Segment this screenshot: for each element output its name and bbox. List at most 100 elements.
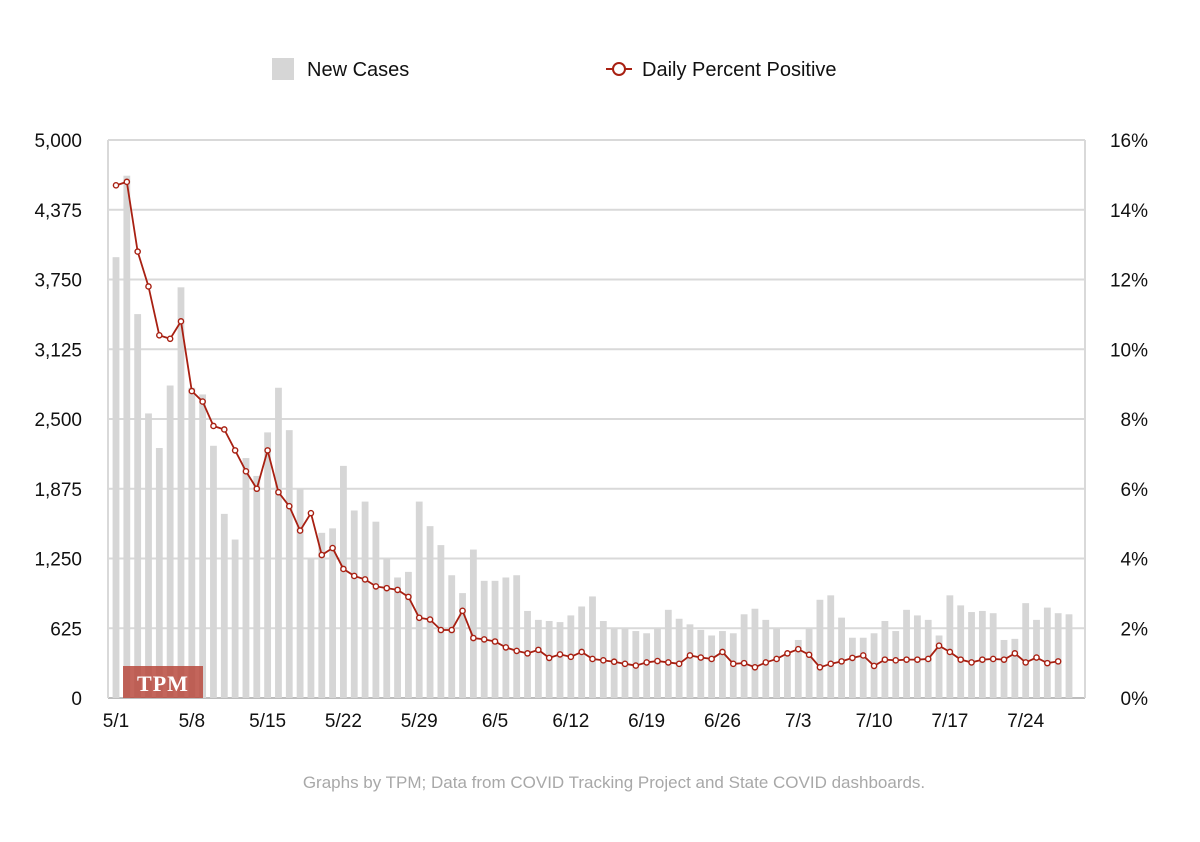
- line-point: [524, 650, 531, 657]
- line-point: [762, 659, 770, 666]
- line-point: [1011, 650, 1019, 657]
- left-tick-label: 5,000: [34, 131, 82, 152]
- line-point: [535, 646, 542, 654]
- bar-new-cases: [838, 617, 845, 698]
- source-note: Graphs by TPM; Data from COVID Tracking …: [303, 773, 925, 792]
- x-tick-label: 5/1: [103, 711, 129, 732]
- line-point: [827, 660, 835, 668]
- bar-new-cases: [892, 631, 900, 698]
- bar-new-cases: [307, 558, 315, 698]
- line-point: [881, 656, 889, 663]
- line-point: [112, 182, 120, 189]
- x-tick-label: 6/19: [628, 711, 665, 732]
- bar-new-cases: [1065, 614, 1073, 698]
- line-point: [350, 572, 358, 580]
- bar-new-cases: [502, 577, 510, 698]
- bar-new-cases: [155, 448, 163, 698]
- bar-new-cases: [145, 413, 152, 698]
- right-tick-label: 12%: [1110, 271, 1148, 292]
- bar-new-cases: [978, 610, 986, 698]
- bar-new-cases: [513, 575, 521, 698]
- line-point: [600, 657, 607, 664]
- line-point: [686, 652, 694, 659]
- line-point: [870, 662, 878, 670]
- bar-new-cases: [957, 605, 965, 698]
- line-point: [491, 638, 499, 645]
- line-point: [372, 583, 380, 590]
- bar-new-cases: [903, 609, 910, 698]
- bar-new-cases: [859, 637, 867, 698]
- line-point: [188, 387, 196, 395]
- line-point: [545, 654, 553, 662]
- x-tick-label: 6/12: [552, 711, 589, 732]
- watermark-text: TPM: [137, 671, 189, 696]
- right-tick-label: 14%: [1110, 201, 1148, 222]
- line-point: [264, 447, 271, 454]
- right-tick-label: 10%: [1110, 340, 1148, 361]
- bar-new-cases: [329, 528, 336, 698]
- bar-new-cases: [210, 445, 217, 698]
- line-point: [253, 485, 261, 493]
- x-tick-label: 7/10: [856, 711, 893, 732]
- line-point: [708, 655, 715, 663]
- bar-new-cases: [751, 608, 759, 698]
- bar-new-cases: [372, 521, 380, 698]
- left-tick-label: 2,500: [34, 410, 82, 431]
- bar-new-cases: [134, 314, 142, 698]
- line-point: [405, 593, 412, 601]
- line-point: [318, 551, 326, 559]
- line-point: [1054, 658, 1062, 665]
- line-point: [242, 468, 250, 475]
- bar-new-cases: [589, 596, 596, 698]
- line-point: [448, 626, 456, 634]
- line-point: [740, 659, 748, 667]
- line-point: [220, 426, 228, 433]
- line-point: [210, 422, 217, 430]
- bar-new-cases: [534, 619, 542, 698]
- bar-new-cases: [404, 571, 412, 698]
- line-point: [231, 447, 239, 454]
- line-point: [957, 656, 965, 663]
- x-tick-label: 6/5: [482, 711, 508, 732]
- line-point: [654, 657, 661, 665]
- bar-new-cases: [708, 635, 716, 698]
- bar-new-cases: [415, 501, 423, 698]
- line-point: [989, 655, 997, 663]
- bar-new-cases: [242, 458, 250, 698]
- line-point: [275, 488, 282, 496]
- bar-new-cases: [459, 593, 466, 698]
- line-point: [199, 398, 206, 405]
- bar-new-cases: [740, 614, 748, 698]
- line-path: [115, 180, 1059, 669]
- x-tick-label: 7/17: [931, 711, 968, 732]
- right-tick-label: 2%: [1121, 619, 1149, 640]
- line-point: [924, 655, 932, 663]
- bar-new-cases: [437, 545, 445, 698]
- bar-new-cases: [296, 489, 304, 698]
- bar-new-cases: [816, 599, 824, 698]
- line-point: [838, 658, 845, 665]
- bar-new-cases: [318, 532, 326, 698]
- bar-new-cases: [805, 628, 813, 698]
- x-tick-label: 7/3: [785, 711, 811, 732]
- line-point: [502, 644, 510, 651]
- line-point: [296, 527, 304, 534]
- left-tick-label: 0: [71, 689, 82, 710]
- line-point: [859, 652, 867, 659]
- line-point: [426, 616, 434, 623]
- bar-new-cases: [989, 613, 997, 698]
- line-point: [751, 664, 759, 671]
- bar-new-cases: [112, 257, 120, 698]
- x-tick-label: 5/29: [401, 711, 438, 732]
- x-tick-label: 7/24: [1007, 711, 1044, 732]
- bar-new-cases: [340, 465, 347, 698]
- bar-new-cases: [697, 629, 705, 698]
- line-point: [794, 645, 802, 653]
- line-point: [340, 565, 347, 573]
- bar-new-cases: [1054, 613, 1062, 698]
- legend-swatch-marker: [612, 62, 626, 76]
- bar-new-cases: [794, 639, 802, 698]
- line-series-daily-percent-positive: [112, 178, 1062, 671]
- line-point: [935, 642, 943, 649]
- line-point: [513, 647, 520, 655]
